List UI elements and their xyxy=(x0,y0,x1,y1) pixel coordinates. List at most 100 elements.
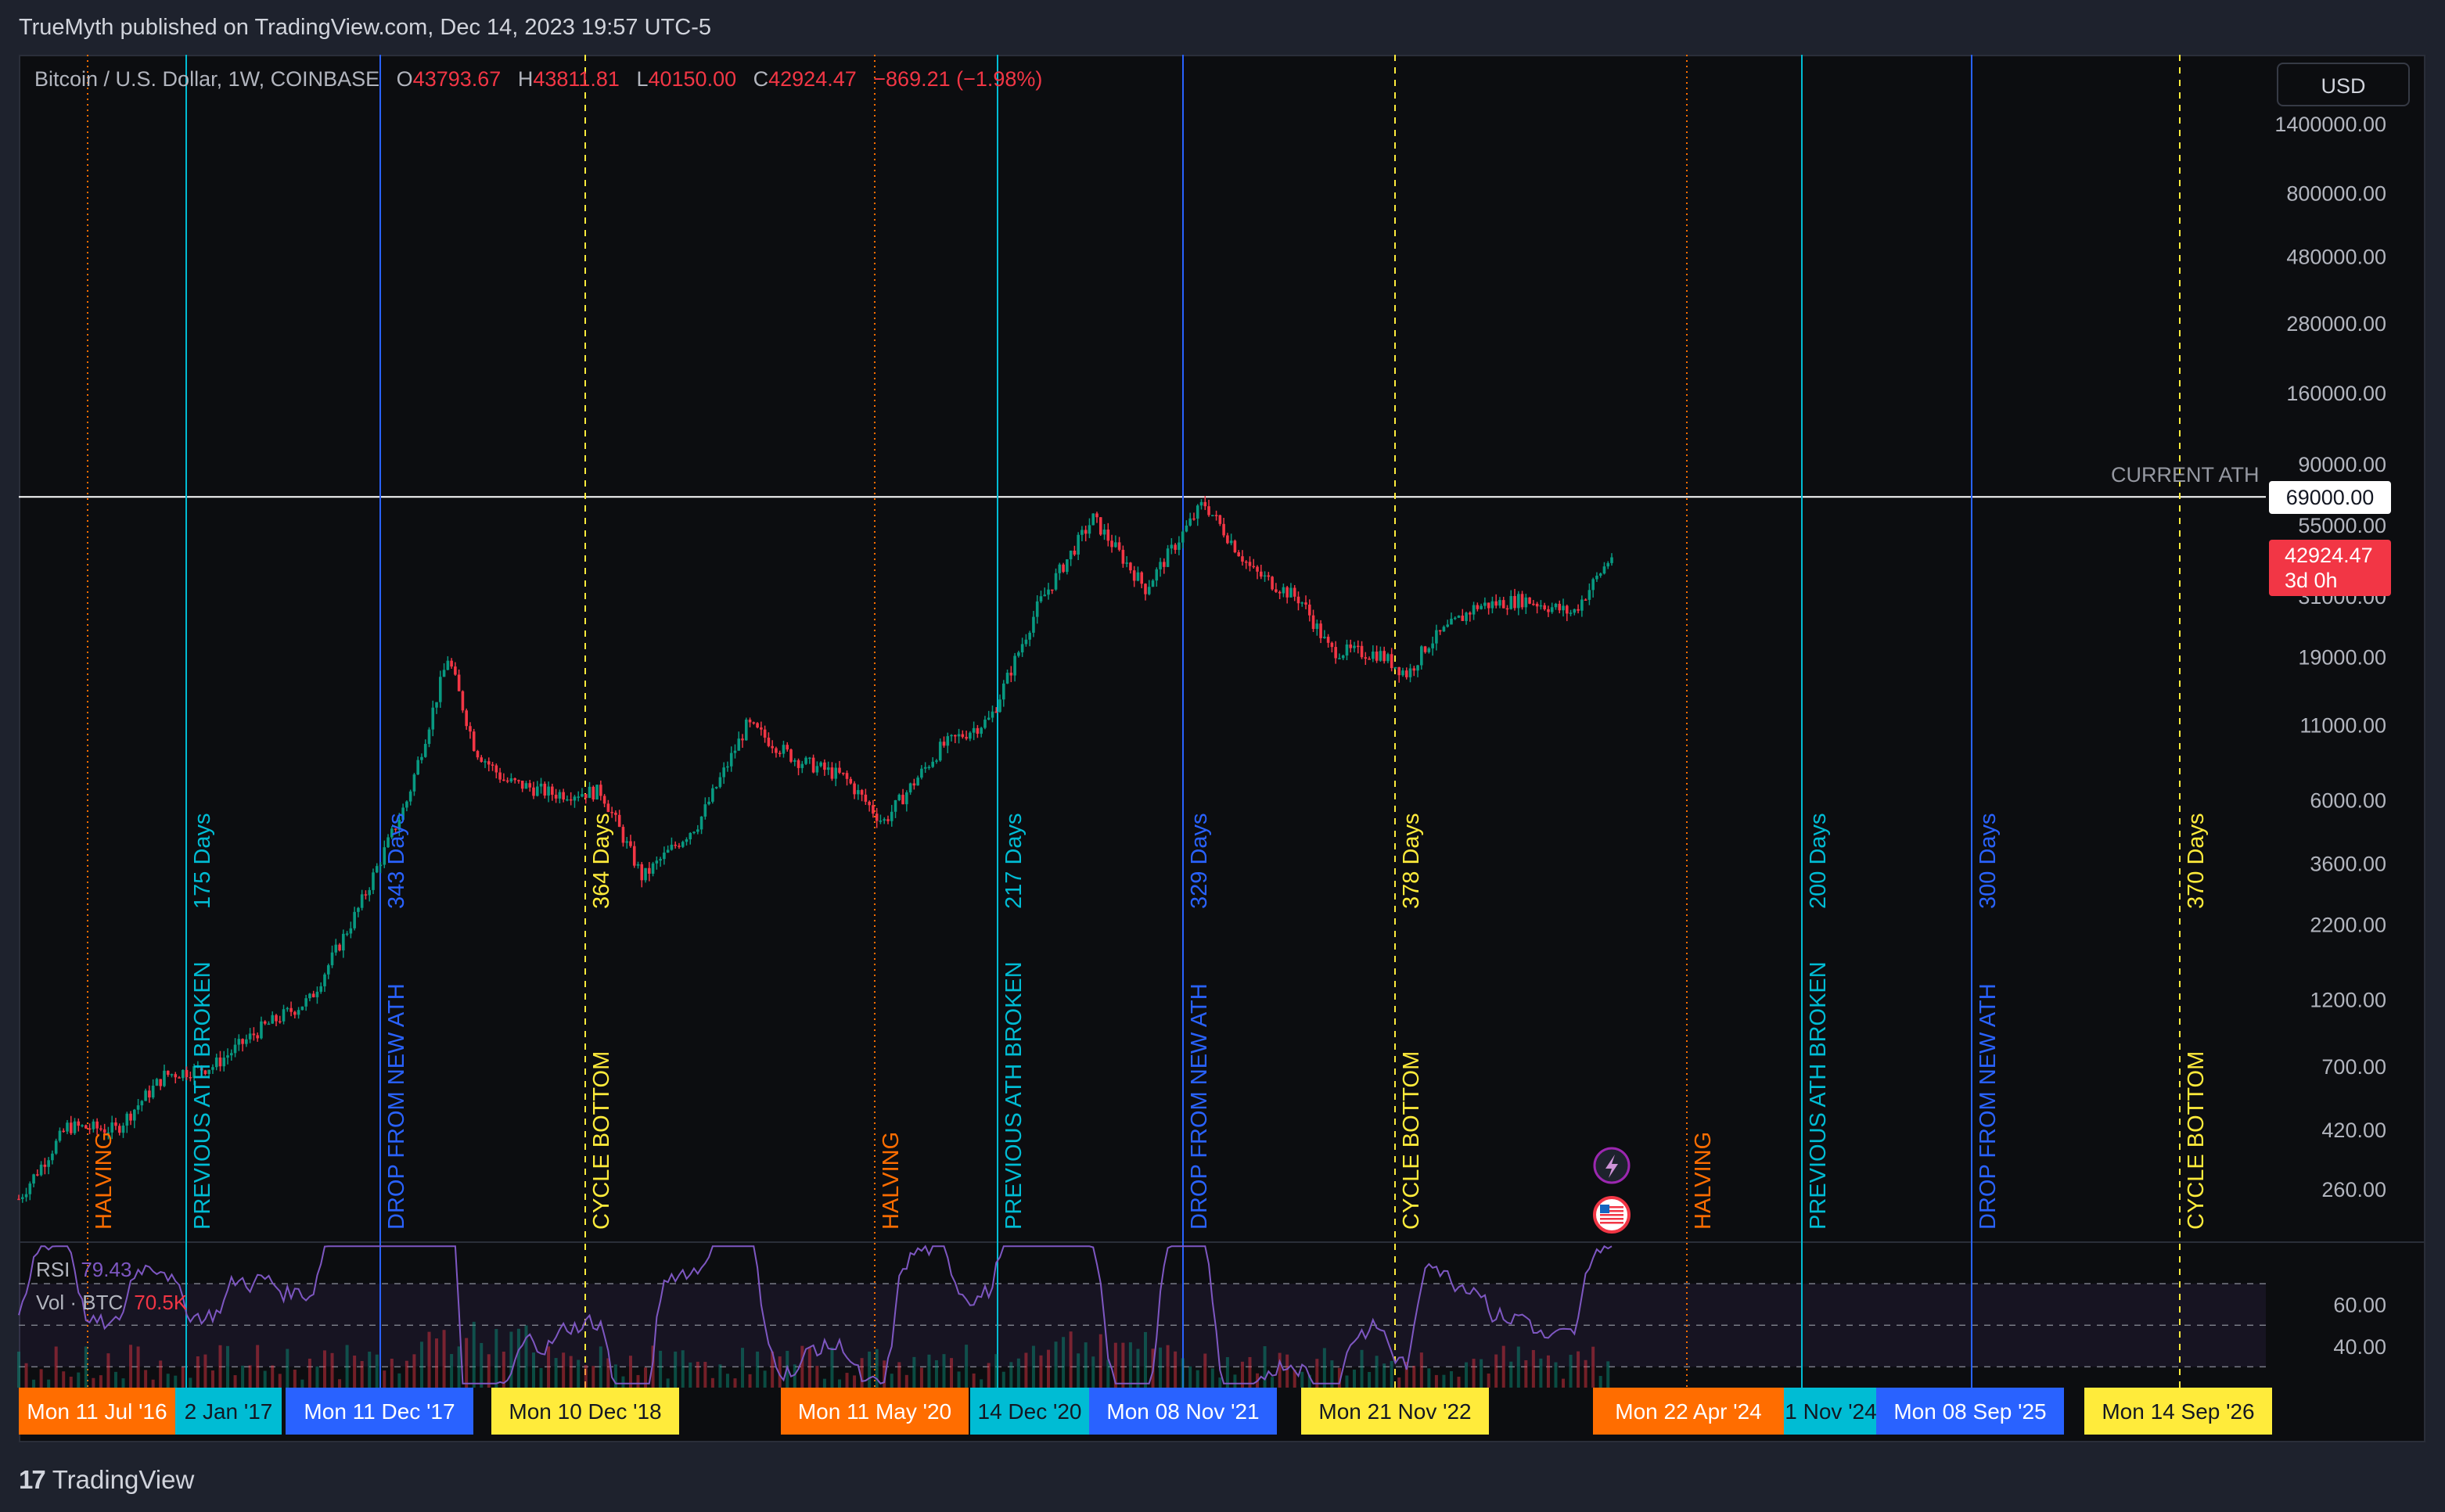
candle-body xyxy=(155,1079,159,1086)
volume-bar xyxy=(1383,1363,1386,1388)
current-ath-price-badge: 69000.00 xyxy=(2269,481,2391,514)
volume-bar xyxy=(547,1346,551,1388)
time-axis-tag[interactable] xyxy=(175,1388,282,1435)
candle-body xyxy=(1315,623,1319,630)
candle-body xyxy=(961,734,965,738)
candle-body xyxy=(879,821,883,822)
candle-body xyxy=(1364,657,1368,659)
candle-body xyxy=(334,944,338,953)
candle-body xyxy=(121,1126,125,1133)
candle-body xyxy=(73,1121,77,1133)
candle-body xyxy=(226,1055,229,1058)
volume-bar xyxy=(613,1364,617,1388)
candle-body xyxy=(1020,644,1024,653)
volume-bar xyxy=(659,1350,663,1388)
time-axis-tag[interactable] xyxy=(970,1388,1089,1435)
tradingview-footer[interactable]: 17 TradingView xyxy=(19,1461,194,1499)
time-axis-tag[interactable] xyxy=(2084,1388,2272,1435)
time-axis-tag[interactable] xyxy=(1593,1388,1784,1435)
candle-body xyxy=(300,1006,304,1011)
volume-bar xyxy=(159,1360,163,1388)
time-axis-tag[interactable] xyxy=(286,1388,473,1435)
time-axis-label: Mon 21 Nov '22 xyxy=(1318,1399,1471,1424)
candle-body xyxy=(752,722,756,724)
candle-body xyxy=(793,760,796,762)
volume-bar xyxy=(92,1377,95,1388)
candle-body xyxy=(1248,562,1252,566)
volume-bar xyxy=(278,1374,282,1388)
candle-body xyxy=(1214,515,1218,516)
volume-bar xyxy=(725,1374,729,1388)
currency-button[interactable]: USD xyxy=(2277,63,2410,106)
time-axis-tag[interactable] xyxy=(1784,1388,1878,1435)
candle-body xyxy=(1595,575,1598,580)
price-tick-label: 11000.00 xyxy=(2299,713,2386,737)
volume-bar xyxy=(1293,1370,1296,1388)
candle-body xyxy=(748,719,752,723)
candle-body xyxy=(166,1070,170,1075)
candle-body xyxy=(789,749,793,762)
candle-body xyxy=(1233,541,1237,553)
candle-body xyxy=(1121,549,1125,564)
volume-bar xyxy=(934,1359,938,1388)
candle-body xyxy=(640,864,644,881)
volume-bar xyxy=(845,1373,849,1388)
volume-bar xyxy=(539,1367,543,1388)
time-axis-label: Mon 14 Sep '26 xyxy=(2102,1399,2254,1424)
candle-body xyxy=(1062,564,1065,573)
volume-label: Vol · BTC xyxy=(36,1291,124,1314)
volume-bar xyxy=(562,1352,566,1388)
candle-body xyxy=(1383,651,1386,662)
candle-body xyxy=(666,849,670,853)
candle-body xyxy=(703,804,707,817)
candle-body xyxy=(144,1090,147,1101)
candle-body xyxy=(1610,557,1613,563)
candle-body xyxy=(524,783,528,789)
time-axis-tag[interactable] xyxy=(781,1388,969,1435)
candle-body xyxy=(148,1090,151,1098)
candle-body xyxy=(722,767,725,778)
volume-bar xyxy=(256,1345,260,1388)
candle-body xyxy=(338,944,341,951)
candle-body xyxy=(1516,594,1520,609)
candle-body xyxy=(263,1021,267,1024)
candle-body xyxy=(1077,534,1080,555)
candle-body xyxy=(1453,617,1457,620)
candle-body xyxy=(980,727,983,734)
candle-body xyxy=(1080,530,1084,535)
chart-panel[interactable] xyxy=(19,55,2425,1442)
volume-bar xyxy=(494,1329,498,1388)
volume-bar xyxy=(1501,1345,1505,1388)
volume-bar xyxy=(1330,1360,1334,1388)
time-axis-tag[interactable] xyxy=(1301,1388,1489,1435)
volume-bar xyxy=(1465,1362,1469,1388)
candle-body xyxy=(364,894,368,896)
candle-body xyxy=(1457,616,1461,618)
candle-body xyxy=(1528,597,1531,604)
candle-body xyxy=(271,1015,275,1024)
time-axis-label: Mon 08 Sep '25 xyxy=(1893,1399,2046,1424)
candle-body xyxy=(1237,552,1240,557)
candle-body xyxy=(976,727,980,734)
volume-bar xyxy=(1480,1359,1483,1388)
volume-bar xyxy=(1016,1358,1020,1388)
volume-bar xyxy=(733,1378,737,1388)
volume-bar xyxy=(189,1377,192,1388)
candle-body xyxy=(602,796,606,804)
time-axis-tag[interactable] xyxy=(19,1388,175,1435)
candle-body xyxy=(946,736,950,746)
time-axis-tag[interactable] xyxy=(1876,1388,2064,1435)
candle-body xyxy=(1569,612,1573,614)
volume-bar xyxy=(1039,1355,1043,1388)
symbol-legend[interactable]: Bitcoin / U.S. Dollar, 1W, COINBASE O437… xyxy=(34,67,1042,92)
rsi-legend[interactable]: RSI 79.43 xyxy=(36,1258,131,1282)
candle-body xyxy=(868,801,871,806)
time-axis-tag[interactable] xyxy=(491,1388,679,1435)
volume-bar xyxy=(1091,1356,1095,1388)
volume-legend[interactable]: Vol · BTC 70.5K xyxy=(36,1291,187,1315)
volume-bar xyxy=(427,1331,431,1388)
time-axis-label: 2 Jan '17 xyxy=(185,1399,273,1424)
candle-body xyxy=(36,1174,39,1176)
time-axis-tag[interactable] xyxy=(1089,1388,1277,1435)
